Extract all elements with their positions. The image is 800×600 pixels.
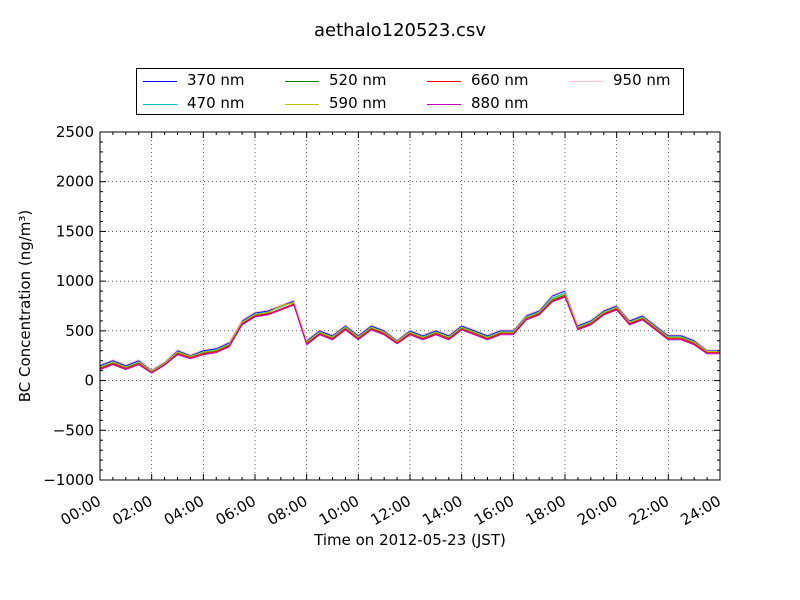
grid-lines: [100, 132, 720, 480]
legend-swatch: [285, 81, 319, 82]
x-tick-label: 00:00: [58, 492, 104, 529]
series-lines: [99, 289, 720, 374]
y-tick-label: 0: [84, 372, 94, 390]
x-tick-label: 16:00: [471, 492, 517, 529]
series-line-880-nm: [99, 296, 720, 374]
legend-label: 470 nm: [187, 94, 245, 112]
x-tick-label: 04:00: [161, 492, 207, 529]
legend-swatch: [427, 81, 461, 82]
x-tick-label: 22:00: [626, 492, 672, 529]
series-line-660-nm: [99, 295, 720, 374]
chart-title: aethalo120523.csv: [314, 20, 486, 41]
legend-label: 660 nm: [471, 71, 529, 89]
x-tick-labels: 00:00 02:00 04:00 06:00 08:00 10:00 12:00 14:00…: [58, 492, 724, 529]
y-tick-label: 2500: [56, 123, 94, 141]
y-tick-label: −1000: [43, 471, 94, 489]
x-tick-label: 10:00: [316, 492, 362, 529]
series-line-370-nm: [99, 290, 720, 372]
legend: 370 nm 470 nm 520 nm 590 nm 660 nm 880 nm 950 …: [136, 68, 684, 115]
x-tick-label: 18:00: [523, 492, 569, 529]
y-axis-label: BC Concentration (ng/m³): [16, 210, 34, 403]
x-tick-label: 24:00: [678, 492, 724, 529]
x-axis-label: Time on 2012-05-23 (JST): [313, 531, 506, 549]
legend-label: 520 nm: [329, 71, 387, 89]
y-tick-label: −500: [53, 421, 94, 439]
legend-swatch: [143, 104, 177, 105]
y-tick-label: 2000: [56, 173, 94, 191]
legend-label: 370 nm: [187, 71, 245, 89]
x-tick-label: 06:00: [213, 492, 259, 529]
legend-swatch: [143, 81, 177, 82]
legend-label: 590 nm: [329, 94, 387, 112]
y-tick-labels: −1000 −500 0 500 1000 1500 2000 2500: [43, 123, 94, 489]
series-line-590-nm: [99, 293, 720, 372]
y-tick-label: 1000: [56, 272, 94, 290]
x-tick-label: 20:00: [574, 492, 620, 529]
legend-swatch: [427, 104, 461, 105]
x-tick-label: 08:00: [264, 492, 310, 529]
x-tick-label: 14:00: [419, 492, 465, 529]
y-tick-label: 1500: [56, 222, 94, 240]
x-tick-label: 12:00: [368, 492, 414, 529]
legend-label: 950 nm: [613, 71, 671, 89]
legend-swatch: [569, 81, 603, 82]
series-line-950-nm: [99, 289, 720, 371]
x-tick-label: 02:00: [109, 492, 155, 529]
y-tick-label: 500: [65, 322, 94, 340]
legend-swatch: [285, 104, 319, 105]
axis-ticks: [99, 131, 721, 481]
legend-label: 880 nm: [471, 94, 529, 112]
